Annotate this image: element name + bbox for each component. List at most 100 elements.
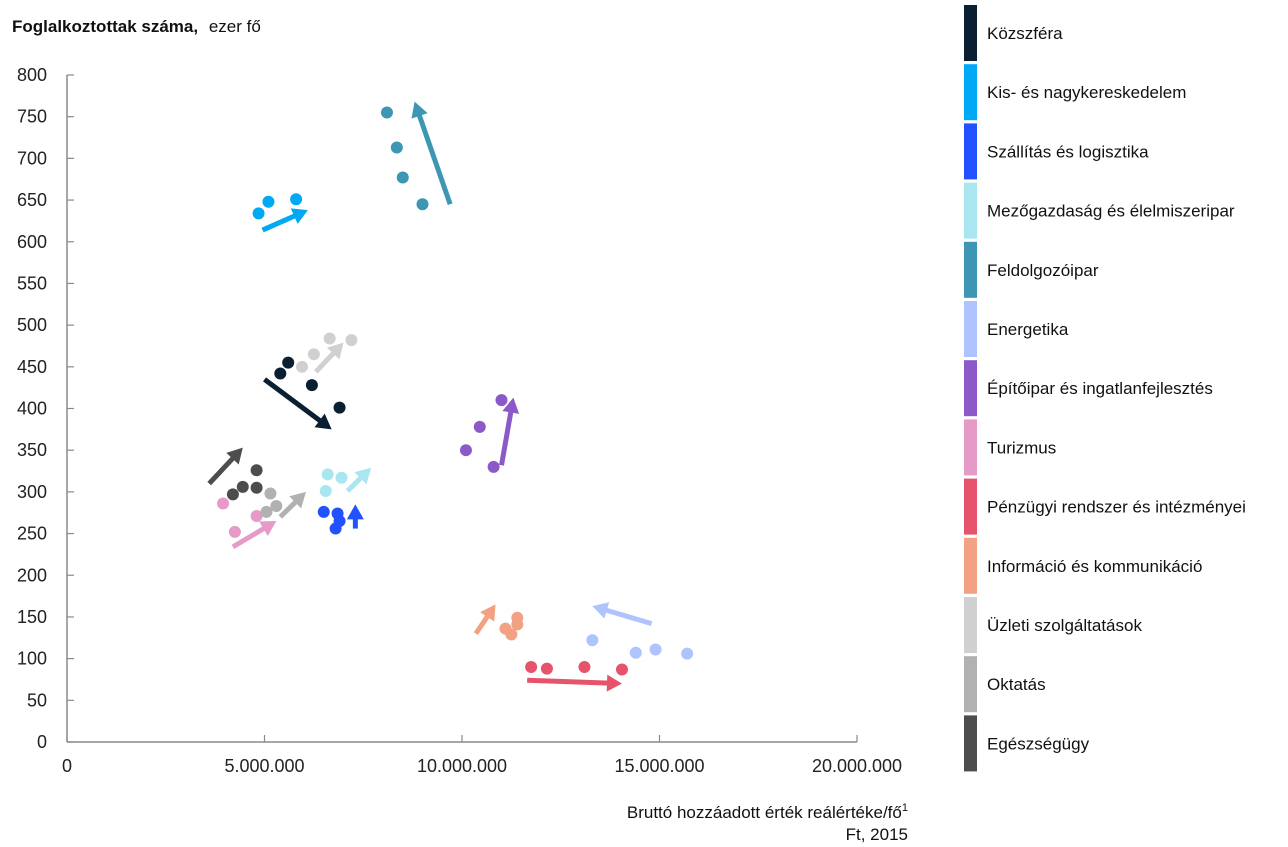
x-tick-label: 0 [62, 756, 72, 776]
trend-arrow-head [354, 467, 372, 485]
legend-label: Egészségügy [987, 734, 1090, 753]
trend-arrow-head [346, 504, 364, 520]
point-penzugyi-rendszer-es-intezmenyei [540, 662, 553, 675]
y-tick-label: 750 [17, 107, 47, 127]
legend-label: Kis- és nagykereskedelem [987, 83, 1186, 102]
trend-arrow-shaft [499, 410, 514, 466]
trend-arrow-head [289, 491, 306, 509]
legend-label: Közszféra [987, 24, 1063, 43]
y-tick-label: 150 [17, 607, 47, 627]
legend-swatch [964, 360, 977, 417]
trend-arrow-shaft [416, 113, 453, 206]
legend-swatch [964, 123, 977, 180]
point-oktatas [260, 505, 273, 518]
legend-item-szallitas-es-logisztika: Szállítás és logisztika [964, 123, 1149, 180]
point-epitoipar-es-ingatlanfejlesztes [495, 394, 508, 407]
x-tick-label: 20.000.000 [812, 756, 902, 776]
legend-label: Üzleti szolgáltatások [987, 616, 1142, 635]
trend-arrow-oktatas [278, 491, 306, 519]
y-tick-label: 800 [17, 65, 47, 85]
point-feldolgozoipar [380, 106, 393, 119]
point-penzugyi-rendszer-es-intezmenyei [615, 663, 628, 676]
legend-item-kis-es-nagykereskedelem: Kis- és nagykereskedelem [964, 64, 1186, 121]
trend-arrow-head [290, 208, 308, 224]
point-informacio-es-kommunikacio [511, 611, 524, 624]
trend-arrow-egeszsegugy [207, 447, 243, 486]
point-turizmus [217, 497, 230, 510]
legend: Közszféra Kis- és nagykereskedelem Szállít… [964, 5, 1246, 772]
point-kis-es-nagykereskedelem [290, 193, 303, 206]
point-szallitas-es-logisztika [329, 522, 342, 535]
trend-arrow-shaft [345, 475, 364, 493]
trend-arrow-head [502, 397, 520, 414]
point-kis-es-nagykereskedelem [252, 207, 265, 220]
legend-swatch [964, 419, 977, 476]
legend-swatch [964, 715, 977, 772]
point-uzleti-szolgaltatasok [307, 348, 320, 361]
point-energetika [649, 643, 662, 656]
trend-arrow-shaft [261, 213, 298, 233]
trend-arrow-shaft [473, 613, 491, 636]
point-kozszfera [274, 367, 287, 380]
x-tick-label: 10.000.000 [417, 756, 507, 776]
trend-arrow-head [480, 604, 496, 622]
point-feldolgozoipar [416, 198, 429, 211]
y-tick-label: 700 [17, 148, 47, 168]
trend-arrow-energetika [592, 602, 653, 627]
point-turizmus [228, 525, 241, 538]
y-tick-label: 350 [17, 440, 47, 460]
legend-label: Oktatás [987, 675, 1046, 694]
x-axis-label-footnote: 1 [902, 802, 908, 814]
point-kis-es-nagykereskedelem [262, 195, 275, 208]
trend-arrow-shaft [604, 607, 653, 627]
x-axis-label: Bruttó hozzáadott érték reálértéke/fő1 [627, 802, 908, 822]
legend-item-mezogazdasag-es-elelmiszeripar: Mezőgazdaság és élelmiszeripar [964, 182, 1235, 239]
trend-arrow-szallitas-es-logisztika [346, 504, 364, 529]
legend-swatch [964, 597, 977, 653]
point-energetika [681, 647, 694, 660]
legend-swatch [964, 64, 977, 121]
point-uzleti-szolgaltatasok [345, 334, 358, 347]
x-axis-unit: Ft, 2015 [846, 825, 908, 844]
legend-swatch [964, 241, 977, 298]
legend-swatch [964, 656, 977, 713]
trend-arrow-head [314, 413, 332, 430]
trend-arrow-shaft [263, 377, 323, 424]
trend-arrow-kozszfera [263, 377, 332, 430]
y-tick-label: 200 [17, 565, 47, 585]
legend-label: Energetika [987, 320, 1069, 339]
legend-swatch [964, 182, 977, 239]
chart-title-unit: ezer fő [209, 17, 261, 36]
trend-arrow-feldolgozoipar [411, 101, 453, 206]
point-egeszsegugy [250, 481, 263, 494]
y-tick-label: 500 [17, 315, 47, 335]
trend-arrow-shaft [278, 499, 299, 519]
y-tick-label: 300 [17, 482, 47, 502]
point-kozszfera [333, 401, 346, 414]
y-axis: 0 50 100 150 200 250 300 350 400 450 500 550 600 650 7… [17, 65, 74, 752]
legend-item-egeszsegugy: Egészségügy [964, 715, 1090, 772]
legend-item-oktatas: Oktatás [964, 656, 1046, 713]
point-informacio-es-kommunikacio [505, 628, 518, 641]
trend-arrow-penzugyi-rendszer-es-intezmenyei [527, 674, 622, 692]
point-feldolgozoipar [396, 171, 409, 184]
point-kozszfera [305, 379, 318, 392]
point-turizmus [250, 510, 263, 523]
point-energetika [629, 646, 642, 659]
legend-label: Építőipar és ingatlanfejlesztés [987, 379, 1213, 398]
point-energetika [586, 634, 599, 647]
point-mezogazdasag-es-elelmiszeripar [335, 471, 348, 484]
y-tick-label: 100 [17, 649, 47, 669]
point-epitoipar-es-ingatlanfejlesztes [459, 444, 472, 457]
point-szallitas-es-logisztika [317, 505, 330, 518]
trend-arrow-shaft [207, 455, 236, 486]
legend-item-informacio-es-kommunikacio: Információ és kommunikáció [964, 537, 1202, 594]
y-tick-label: 0 [37, 732, 47, 752]
point-penzugyi-rendszer-es-intezmenyei [578, 660, 591, 673]
legend-swatch [964, 537, 977, 594]
legend-label: Szállítás és logisztika [987, 142, 1149, 161]
legend-item-turizmus: Turizmus [964, 419, 1056, 476]
point-uzleti-szolgaltatasok [323, 332, 336, 345]
legend-label: Turizmus [987, 438, 1056, 457]
y-tick-label: 650 [17, 190, 47, 210]
